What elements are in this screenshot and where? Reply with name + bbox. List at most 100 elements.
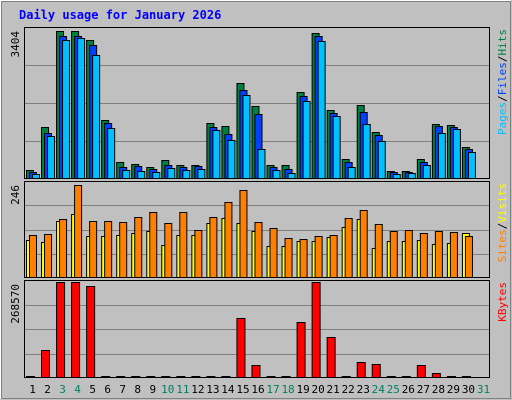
bar-sites-day-30 bbox=[464, 236, 473, 278]
bar-pages-day-10 bbox=[167, 168, 176, 179]
bar-pages-day-20 bbox=[317, 41, 326, 179]
bar-sites-day-24 bbox=[374, 224, 383, 278]
bar-pages-day-6 bbox=[107, 128, 116, 179]
x-tick-label-day-28: 28 bbox=[432, 383, 445, 396]
legend-separator: / bbox=[496, 95, 509, 102]
bar-pages-day-22 bbox=[347, 167, 356, 179]
x-tick-label-day-27: 27 bbox=[417, 383, 430, 396]
x-tick-label-day-7: 7 bbox=[119, 383, 126, 396]
bar-sites-day-14 bbox=[224, 202, 233, 278]
x-tick-label-day-29: 29 bbox=[447, 383, 460, 396]
bar-pages-day-30 bbox=[467, 152, 476, 179]
chart-title: Daily usage for January 2026 bbox=[19, 8, 221, 22]
bar-pages-day-11 bbox=[182, 170, 191, 179]
bar-pages-day-2 bbox=[47, 136, 56, 179]
bar-sites-day-16 bbox=[254, 222, 263, 278]
legend-item-visits: Visits bbox=[496, 183, 509, 223]
bar-pages-day-9 bbox=[152, 172, 161, 179]
bar-sites-day-23 bbox=[359, 210, 368, 278]
bar-sites-day-9 bbox=[149, 212, 158, 278]
x-tick-label-day-17: 17 bbox=[266, 383, 279, 396]
bar-pages-day-14 bbox=[227, 140, 236, 179]
bar-sites-day-2 bbox=[44, 234, 53, 278]
bar-sites-day-20 bbox=[314, 236, 323, 278]
x-tick-label-day-4: 4 bbox=[74, 383, 81, 396]
x-tick-label-day-31: 31 bbox=[477, 383, 490, 396]
bar-sites-day-13 bbox=[209, 217, 218, 278]
bar-kbytes-day-2 bbox=[41, 350, 51, 378]
x-tick-label-day-12: 12 bbox=[191, 383, 204, 396]
x-tick-label-day-15: 15 bbox=[236, 383, 249, 396]
bar-sites-day-25 bbox=[389, 231, 398, 278]
bar-pages-day-18 bbox=[287, 173, 296, 179]
bar-pages-day-7 bbox=[122, 170, 131, 179]
bar-sites-day-19 bbox=[299, 239, 308, 278]
legend-item-kbytes: KBytes bbox=[496, 282, 509, 322]
bar-kbytes-day-27 bbox=[416, 365, 426, 378]
x-tick-label-day-10: 10 bbox=[161, 383, 174, 396]
bar-sites-day-22 bbox=[344, 218, 353, 278]
legend-kbytes: KBytes bbox=[496, 282, 509, 322]
bar-sites-day-12 bbox=[194, 230, 203, 278]
bar-sites-day-7 bbox=[119, 222, 128, 278]
bar-kbytes-day-16 bbox=[251, 365, 261, 378]
bar-sites-day-10 bbox=[164, 223, 173, 278]
panel-border bbox=[24, 181, 490, 278]
bar-pages-day-28 bbox=[437, 133, 446, 179]
bar-kbytes-day-3 bbox=[56, 282, 66, 378]
bar-pages-day-1 bbox=[32, 174, 40, 179]
bar-sites-day-11 bbox=[179, 212, 188, 278]
bar-kbytes-day-21 bbox=[326, 337, 336, 378]
bar-pages-day-13 bbox=[212, 130, 221, 179]
legend-hits: Pages/Files/Hits bbox=[496, 29, 509, 135]
x-tick-label-day-21: 21 bbox=[327, 383, 340, 396]
bar-pages-day-15 bbox=[242, 95, 251, 179]
panel-border bbox=[24, 27, 490, 179]
x-tick-label-day-20: 20 bbox=[312, 383, 325, 396]
bar-pages-day-8 bbox=[137, 171, 146, 179]
bar-pages-day-5 bbox=[92, 55, 101, 179]
panel-visits: 246 Sites/Visits bbox=[9, 181, 509, 278]
bar-sites-day-3 bbox=[59, 219, 68, 278]
bar-sites-day-6 bbox=[104, 221, 113, 278]
bar-sites-day-28 bbox=[434, 231, 443, 278]
bar-pages-day-27 bbox=[422, 165, 431, 179]
bar-pages-day-26 bbox=[407, 173, 416, 179]
x-tick-label-day-3: 3 bbox=[59, 383, 66, 396]
y-max-label-hits: 3404 bbox=[9, 31, 22, 58]
bar-pages-day-23 bbox=[362, 124, 371, 179]
x-tick-label-day-13: 13 bbox=[206, 383, 219, 396]
x-tick-label-day-14: 14 bbox=[221, 383, 235, 396]
bar-sites-day-5 bbox=[89, 221, 98, 278]
bar-pages-day-3 bbox=[62, 40, 71, 179]
bar-kbytes-day-4 bbox=[71, 282, 81, 378]
bar-kbytes-day-23 bbox=[356, 362, 366, 378]
bar-sites-day-8 bbox=[134, 217, 143, 278]
legend-separator: / bbox=[496, 56, 509, 63]
x-tick-label-day-11: 11 bbox=[176, 383, 189, 396]
x-tick-label-day-24: 24 bbox=[372, 383, 386, 396]
bar-pages-day-25 bbox=[392, 174, 401, 179]
x-tick-label-day-19: 19 bbox=[296, 383, 309, 396]
legend-item-sites: Sites bbox=[496, 229, 509, 262]
bar-pages-day-4 bbox=[77, 38, 86, 179]
x-tick-label-day-18: 18 bbox=[281, 383, 294, 396]
x-tick-label-day-23: 23 bbox=[357, 383, 370, 396]
x-tick-label-day-9: 9 bbox=[149, 383, 156, 396]
y-max-label-visits: 246 bbox=[9, 185, 22, 205]
bar-kbytes-day-5 bbox=[86, 286, 96, 378]
bar-kbytes-day-24 bbox=[371, 364, 381, 378]
bar-pages-day-16 bbox=[257, 149, 266, 179]
y-max-label-kbytes: 268570 bbox=[9, 284, 22, 324]
legend-item-pages: Pages bbox=[496, 102, 509, 135]
bar-sites-day-17 bbox=[269, 228, 278, 278]
x-tick-label-day-6: 6 bbox=[104, 383, 111, 396]
bar-sites-day-15 bbox=[239, 190, 248, 278]
legend-item-hits: Hits bbox=[496, 29, 509, 56]
bar-kbytes-day-20 bbox=[311, 282, 321, 378]
x-tick-label-day-5: 5 bbox=[89, 383, 96, 396]
legend-item-files: Files bbox=[496, 62, 509, 95]
